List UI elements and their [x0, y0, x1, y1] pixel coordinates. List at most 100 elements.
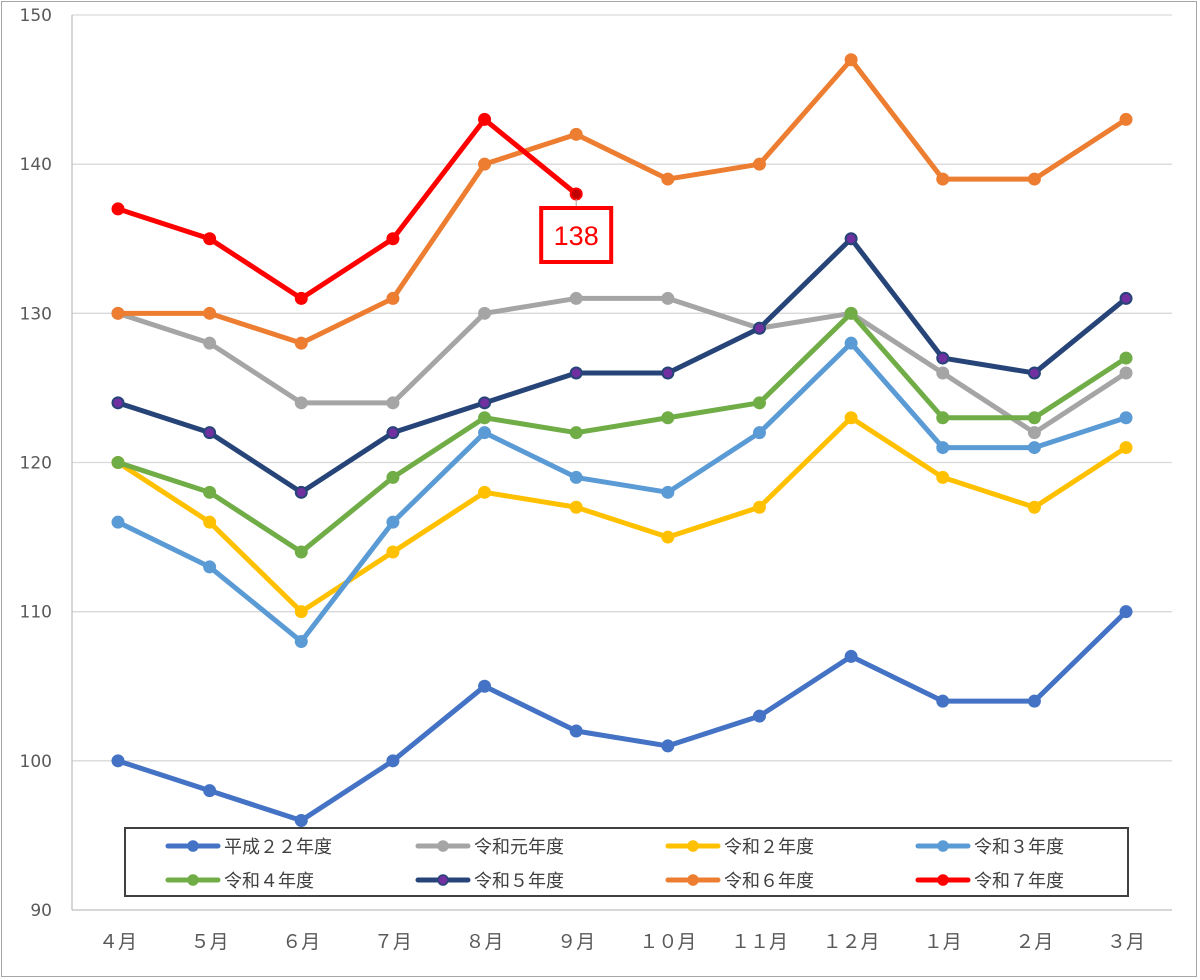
series-6 — [111, 53, 1133, 350]
x-tick-label-10: ２月 — [1015, 931, 1053, 953]
series-5-line — [115, 236, 1129, 495]
legend-swatch-marker-6 — [687, 874, 699, 886]
series-2-point-7 — [752, 500, 766, 514]
series-0-point-6 — [661, 739, 675, 753]
callout-label-0: 138 — [554, 221, 599, 251]
series-0-point-1 — [203, 784, 217, 798]
series-4-point-2 — [294, 545, 308, 559]
legend-swatch-marker-4 — [187, 874, 199, 886]
series-5-point-8 — [844, 232, 858, 246]
series-6-point-6 — [661, 172, 675, 186]
series-4 — [111, 306, 1133, 559]
legend-label-0: 平成２２年度 — [224, 837, 332, 858]
series-3-point-0 — [111, 515, 125, 529]
x-tick-label-11: ３月 — [1107, 931, 1145, 953]
series-1-point-11 — [1119, 366, 1133, 380]
series-2-point-9 — [936, 470, 950, 484]
y-tick-label-120: 120 — [20, 454, 52, 474]
series-2-point-4 — [478, 485, 492, 499]
annotations: 138 — [539, 199, 614, 264]
series-3-point-3 — [386, 515, 400, 529]
series-7-point-5 — [569, 187, 583, 201]
legend-label-1: 令和元年度 — [474, 837, 564, 858]
x-tick-label-3: ７月 — [374, 931, 412, 953]
series-4-point-3 — [386, 470, 400, 484]
series-6-point-0 — [111, 306, 125, 320]
legend-item-6: 令和６年度 — [665, 871, 814, 892]
series-7-point-1 — [203, 232, 217, 246]
x-tick-label-4: ８月 — [466, 931, 504, 953]
legend-item-1: 令和元年度 — [415, 837, 564, 858]
series-2-point-6 — [661, 530, 675, 544]
series-5-point-10 — [1027, 366, 1041, 380]
series-7-point-2 — [294, 291, 308, 305]
series-4-point-1 — [203, 485, 217, 499]
y-tick-label-90: 90 — [30, 901, 52, 921]
series-7-point-4 — [478, 112, 492, 126]
series-2-point-3 — [386, 545, 400, 559]
series-6-point-5 — [569, 127, 583, 141]
series-3-point-4 — [478, 426, 492, 440]
series-0-point-7 — [752, 709, 766, 723]
series-6-point-9 — [936, 172, 950, 186]
series-3-point-8 — [844, 336, 858, 350]
series-5-point-3 — [386, 426, 400, 440]
series-0-line — [115, 609, 1129, 823]
series-4-point-7 — [752, 396, 766, 410]
series-4-point-4 — [478, 411, 492, 425]
legend-swatch-marker-2 — [687, 840, 699, 852]
series-6-point-4 — [478, 157, 492, 171]
series-2-point-1 — [203, 515, 217, 529]
legend-label-6: 令和６年度 — [724, 871, 814, 892]
x-tick-label-6: １０月 — [639, 931, 696, 953]
series-4-point-9 — [936, 411, 950, 425]
series-lines — [111, 53, 1133, 827]
series-0-point-3 — [386, 754, 400, 768]
legend-swatch-marker-5 — [437, 874, 449, 886]
series-1-line — [115, 295, 1129, 436]
series-5-point-6 — [661, 366, 675, 380]
series-5-point-2 — [294, 485, 308, 499]
y-tick-label-110: 110 — [20, 603, 52, 623]
series-3-point-11 — [1119, 411, 1133, 425]
series-6-point-7 — [752, 157, 766, 171]
series-6-point-1 — [203, 306, 217, 320]
series-5-point-11 — [1119, 291, 1133, 305]
legend-label-7: 令和７年度 — [974, 871, 1064, 892]
series-4-point-8 — [844, 306, 858, 320]
y-tick-label-140: 140 — [20, 155, 52, 175]
series-4-point-5 — [569, 426, 583, 440]
legend-label-3: 令和３年度 — [974, 837, 1064, 858]
series-0-point-10 — [1027, 694, 1041, 708]
legend-swatch-marker-0 — [187, 840, 199, 852]
series-4-point-6 — [661, 411, 675, 425]
series-1-point-1 — [203, 336, 217, 350]
series-1-point-10 — [1027, 426, 1041, 440]
series-1-point-2 — [294, 396, 308, 410]
series-6-point-3 — [386, 291, 400, 305]
legend-item-0: 平成２２年度 — [165, 837, 332, 858]
series-4-point-10 — [1027, 411, 1041, 425]
series-4-point-0 — [111, 456, 125, 469]
series-0-point-0 — [111, 754, 125, 768]
series-0-point-4 — [478, 679, 492, 693]
series-3-line — [115, 340, 1129, 644]
y-tick-label-150: 150 — [20, 6, 52, 26]
series-0-point-8 — [844, 649, 858, 663]
legend-swatch-marker-3 — [937, 840, 949, 852]
series-0-point-2 — [294, 814, 308, 827]
series-1-point-5 — [569, 291, 583, 305]
series-0-point-11 — [1119, 605, 1133, 619]
legend-item-2: 令和２年度 — [665, 837, 814, 858]
series-6-point-8 — [844, 53, 858, 67]
series-5-point-7 — [752, 321, 766, 335]
series-7 — [111, 112, 583, 305]
x-tick-label-9: １月 — [924, 931, 962, 953]
legend-label-5: 令和５年度 — [474, 871, 564, 892]
series-5-point-1 — [203, 426, 217, 440]
x-tick-label-1: ５月 — [191, 931, 229, 953]
series-4-point-11 — [1119, 351, 1133, 365]
series-2-point-10 — [1027, 500, 1041, 514]
series-7-point-0 — [111, 202, 125, 216]
